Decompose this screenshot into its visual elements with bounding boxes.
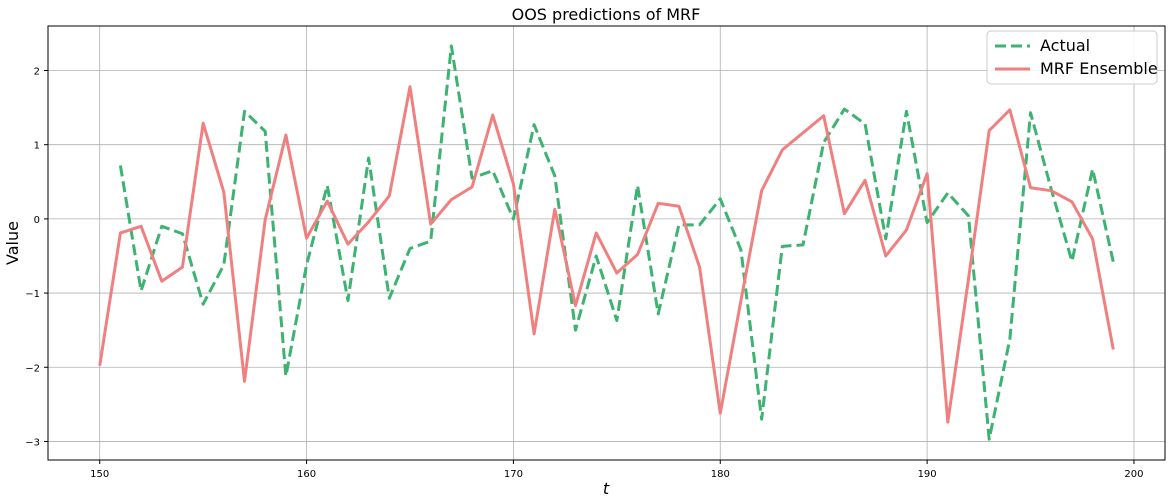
y-tick-label: −3 xyxy=(25,437,40,448)
y-tick-label: −1 xyxy=(25,289,40,300)
chart-title: OOS predictions of MRF xyxy=(512,5,701,24)
x-axis-label: t xyxy=(603,479,610,498)
legend-label-mrf-ensemble: MRF Ensemble xyxy=(1040,59,1158,78)
y-tick-label: 1 xyxy=(34,141,40,152)
y-tick-label: 0 xyxy=(34,215,40,226)
x-tick-label: 170 xyxy=(504,469,523,480)
y-tick-label: 2 xyxy=(34,67,40,78)
y-axis-label: Value xyxy=(3,221,22,265)
x-tick-label: 150 xyxy=(90,469,109,480)
x-tick-label: 180 xyxy=(711,469,730,480)
x-axis-ticks: 150 160 170 180 190 200 xyxy=(90,460,1144,480)
series-line-actual xyxy=(118,44,1115,441)
plot-frame xyxy=(47,25,1166,461)
plot-background xyxy=(48,26,1165,460)
legend: Actual MRF Ensemble xyxy=(986,30,1158,85)
legend-box xyxy=(986,30,1158,85)
series-layer xyxy=(98,44,1115,441)
x-tick-label: 190 xyxy=(918,469,937,480)
x-tick-label: 200 xyxy=(1124,469,1143,480)
legend-label-actual: Actual xyxy=(1040,36,1090,55)
series-line-mrf-ensemble xyxy=(98,85,1115,424)
x-tick-label: 160 xyxy=(297,469,316,480)
y-axis-ticks: −3 −2 −1 0 1 2 xyxy=(25,67,48,448)
y-tick-label: −2 xyxy=(25,363,40,374)
